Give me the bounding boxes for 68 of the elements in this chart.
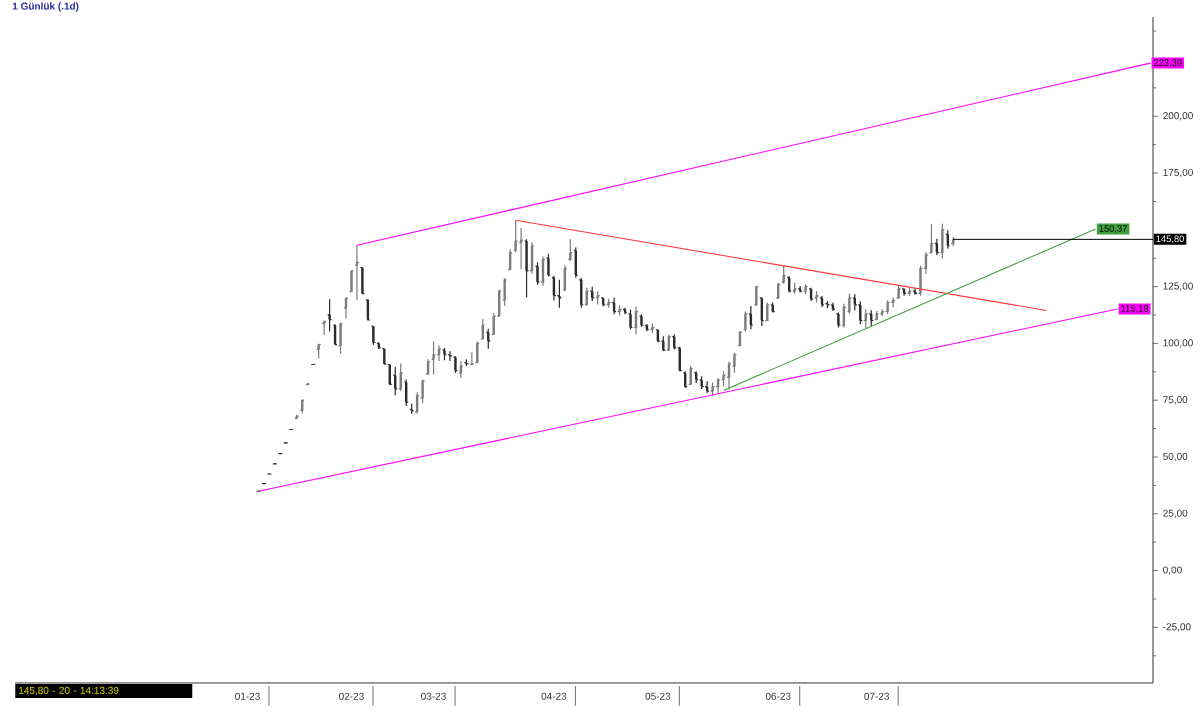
candlestick <box>797 285 803 294</box>
x-tick-label: 01-23 <box>235 692 260 700</box>
candlestick <box>595 290 601 306</box>
candlestick <box>328 298 331 333</box>
candlestick <box>469 351 475 366</box>
x-tick-label: 04-23 <box>541 692 567 700</box>
ref-line-label: 145,80 <box>1156 235 1184 244</box>
candlestick <box>463 358 469 367</box>
candlestick <box>886 299 889 315</box>
candlestick <box>645 323 649 332</box>
y-tick-label: 175,00 <box>1163 168 1193 178</box>
candlestick <box>700 375 703 390</box>
candlestick <box>317 343 320 359</box>
candlestick <box>536 261 539 286</box>
candlestick <box>629 308 632 331</box>
x-tick-label: 07-23 <box>864 692 890 700</box>
candlestick <box>804 283 807 295</box>
x-tick-label: 03-23 <box>421 692 446 700</box>
y-tick-label: 125,00 <box>1163 282 1193 291</box>
y-tick-label: 200,00 <box>1163 112 1193 121</box>
y-tick-label: 50,00 <box>1163 452 1188 462</box>
candlestick <box>409 403 415 415</box>
candlestick <box>848 292 851 315</box>
candlestick <box>350 269 353 293</box>
candlestick <box>476 340 479 364</box>
candlestick <box>569 238 572 262</box>
candlestick <box>432 340 435 376</box>
text: 145,80 - 20 - 14:13:39 <box>19 686 119 696</box>
candlestick <box>503 277 506 307</box>
data-label: 115,18 <box>1121 305 1149 313</box>
candlestick <box>711 381 714 397</box>
candlestick <box>372 325 375 346</box>
data-label: 150,37 <box>1099 225 1127 233</box>
candlestick <box>820 295 824 308</box>
x-tick-label: 02-23 <box>339 692 364 700</box>
candlestick <box>421 378 424 404</box>
candlestick <box>755 285 758 307</box>
candlestick <box>454 355 457 374</box>
candlestick <box>261 482 267 485</box>
candlestick <box>733 352 736 374</box>
candlestick <box>897 285 900 300</box>
candlestick <box>394 366 397 396</box>
candlestick <box>443 347 446 361</box>
y-tick-label: 0,00 <box>1163 566 1182 575</box>
y-tick-label: -25,00 <box>1163 623 1191 632</box>
candlestick <box>662 335 665 352</box>
x-tick-label: 06-23 <box>765 692 791 700</box>
y-tick-label: 25,00 <box>1163 509 1188 518</box>
y-tick-label: 100,00 <box>1163 339 1193 348</box>
candlestick <box>514 219 517 253</box>
candlestick <box>556 279 562 309</box>
chart-title: 1 Günlük (.1d) <box>12 2 79 12</box>
candlestick <box>601 297 605 307</box>
x-tick-label: 05-23 <box>645 692 671 700</box>
data-label: 223,39 <box>1154 59 1182 67</box>
candlestick <box>361 266 364 295</box>
y-tick-label: 75,00 <box>1163 396 1188 405</box>
candlestick <box>591 286 594 302</box>
candlestick <box>912 287 918 296</box>
candlestick <box>547 253 550 277</box>
candlestick <box>310 363 316 366</box>
candlestick <box>383 348 386 366</box>
candlestick <box>689 365 692 386</box>
candlestick <box>952 236 955 247</box>
candlestick <box>722 370 725 387</box>
candlestick <box>744 311 747 333</box>
candlestick <box>525 238 528 298</box>
candlestick <box>640 313 643 328</box>
